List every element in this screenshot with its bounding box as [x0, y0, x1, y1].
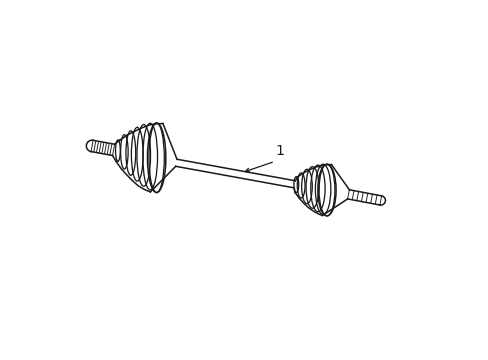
Text: 1: 1	[275, 144, 284, 158]
